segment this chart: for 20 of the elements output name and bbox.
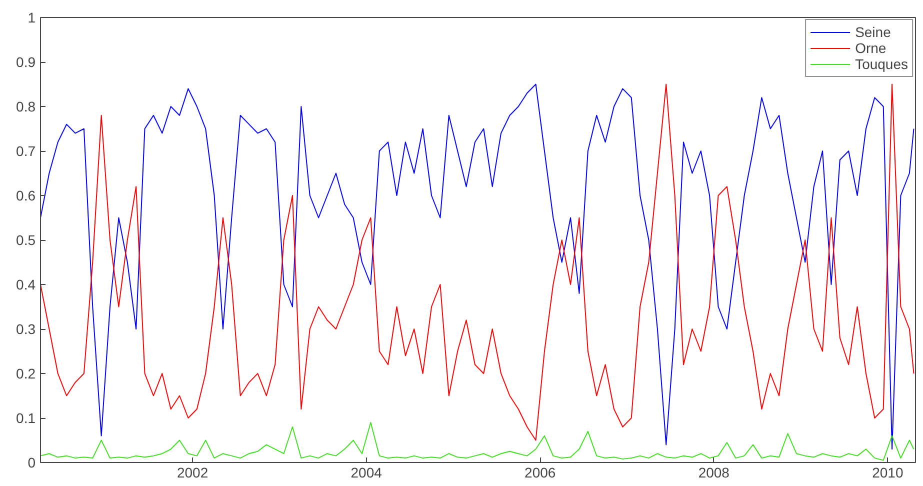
y-tick-label: 0.2 [16, 366, 36, 382]
legend-label: Orne [855, 40, 886, 56]
x-tick-label: 2008 [698, 464, 730, 480]
y-tick-label: 0.1 [16, 410, 36, 426]
y-tick-label: 1 [28, 10, 36, 26]
x-tick-label: 2010 [872, 464, 904, 480]
y-tick-label: 0.9 [16, 54, 36, 70]
x-tick-label: 2002 [176, 464, 208, 480]
y-tick-label: 0.8 [16, 98, 36, 114]
y-tick-label: 0 [28, 454, 36, 470]
y-tick-label: 0.5 [16, 232, 36, 248]
y-tick-label: 0.4 [16, 276, 36, 292]
x-tick-label: 2004 [350, 464, 382, 480]
legend-label: Touques [855, 56, 908, 72]
legend-label: Seine [855, 24, 891, 40]
y-tick-label: 0.6 [16, 188, 36, 204]
y-tick-label: 0.7 [16, 143, 36, 159]
line-series [40, 422, 914, 461]
x-tick-label: 2006 [524, 464, 556, 480]
y-tick-label: 0.3 [16, 321, 36, 337]
